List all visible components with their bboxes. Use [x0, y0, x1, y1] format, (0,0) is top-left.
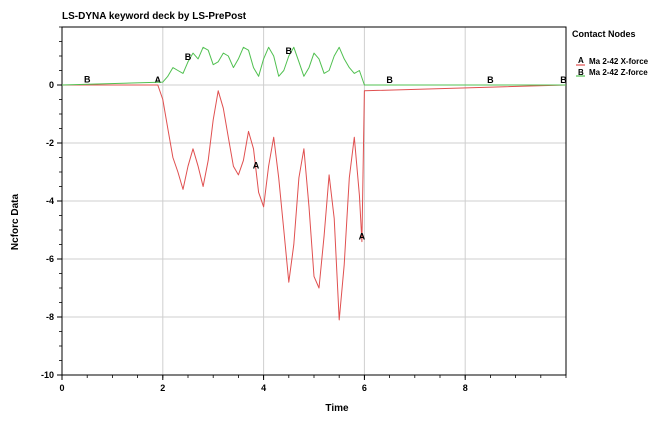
- y-tick-label: 0: [49, 80, 54, 90]
- y-tick-label: -6: [46, 254, 54, 264]
- x-tick-label: 2: [160, 383, 165, 393]
- series-marker-b: B: [560, 75, 567, 85]
- series-marker-a: A: [155, 75, 162, 85]
- legend-marker-a: A: [578, 56, 584, 65]
- series-line-x-force: [62, 84, 567, 321]
- x-tick-label: 4: [261, 383, 266, 393]
- x-tick-label: 8: [463, 383, 468, 393]
- legend-entry-x-force: A Ma 2-42 X-force: [576, 56, 649, 66]
- y-tick-label: -8: [46, 312, 54, 322]
- series-marker-a: A: [253, 161, 260, 171]
- chart-title: LS-DYNA keyword deck by LS-PrePost: [62, 11, 247, 22]
- x-tick-label: 0: [59, 383, 64, 393]
- series-group: A A A B B B B B B: [61, 46, 567, 321]
- legend-label-x-force: Ma 2-42 X-force: [589, 57, 649, 66]
- legend-label-z-force: Ma 2-42 Z-force: [589, 68, 648, 77]
- y-tick-label: -2: [46, 138, 54, 148]
- axis-ticks: 0 2 4 6 8 0 -2 -4 -6 -8 -10: [41, 26, 567, 393]
- y-axis-label: Ncforc Data: [10, 194, 21, 251]
- legend-title: Contact Nodes: [572, 29, 636, 39]
- series-marker-b: B: [185, 52, 192, 62]
- y-tick-label: -10: [41, 370, 54, 380]
- x-axis-label: Time: [325, 403, 349, 414]
- series-marker-b: B: [84, 74, 91, 84]
- x-tick-label: 6: [362, 383, 367, 393]
- series-marker-b: B: [386, 75, 393, 85]
- series-marker-a: A: [359, 232, 366, 242]
- series-marker-b: B: [487, 75, 494, 85]
- legend: Contact Nodes A Ma 2-42 X-force B Ma 2-4…: [572, 29, 649, 77]
- legend-marker-b: B: [578, 68, 584, 77]
- legend-entry-z-force: B Ma 2-42 Z-force: [576, 68, 648, 77]
- series-line-z-force: [61, 46, 566, 86]
- series-marker-b: B: [286, 46, 293, 56]
- y-tick-label: -4: [46, 196, 54, 206]
